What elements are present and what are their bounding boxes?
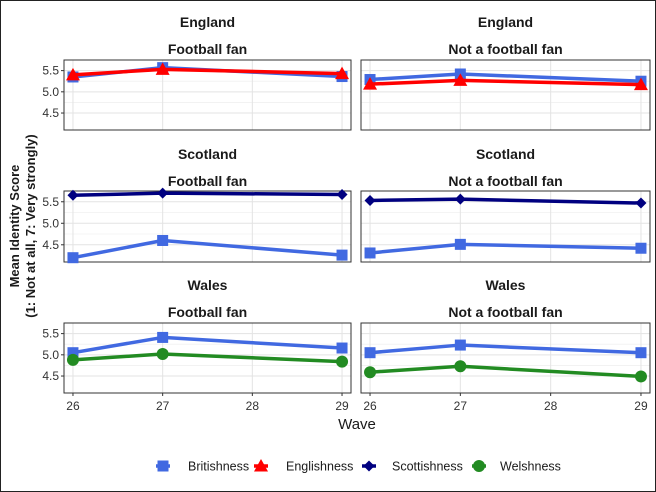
facet-strip-region: Scotland — [178, 146, 237, 162]
data-point-welshness — [454, 360, 467, 373]
data-point-scottishness — [336, 188, 348, 200]
legend-label-welshness: Welshness — [500, 460, 561, 474]
data-point-scottishness — [67, 189, 79, 201]
y-tick-label: 5.5 — [42, 195, 59, 209]
x-tick-label: 28 — [246, 399, 260, 413]
y-tick-label: 4.5 — [42, 238, 59, 252]
legend-label-englishness: Englishness — [286, 460, 353, 474]
data-point-britishness — [635, 242, 647, 254]
data-point-britishness — [635, 347, 647, 359]
data-point-britishness — [336, 249, 348, 261]
facet-strip-region: England — [478, 14, 533, 30]
data-point-britishness — [67, 252, 79, 264]
legend-key-marker-scottishness — [363, 460, 375, 472]
series-line-britishness — [369, 242, 642, 255]
legend-label-britishness: Britishness — [188, 460, 249, 474]
x-tick-label: 27 — [156, 399, 170, 413]
y-axis-title-line2: (1: Not at all, 7: Very strongly) — [23, 134, 38, 318]
y-axis-title-line1: Mean Identity Score — [7, 165, 22, 288]
data-point-welshness — [336, 355, 349, 368]
data-point-welshness — [156, 347, 169, 360]
y-tick-label: 5.0 — [42, 85, 59, 99]
data-point-welshness — [364, 366, 377, 379]
facet-strip-fan-status: Football fan — [168, 304, 247, 320]
x-tick-label: 26 — [363, 399, 377, 413]
data-point-englishness — [155, 62, 170, 75]
series-line-britishness — [72, 238, 343, 260]
data-point-britishness — [364, 247, 376, 259]
facet-strip-region: Scotland — [476, 146, 535, 162]
x-axis-title: Wave — [338, 416, 376, 433]
series-line-welshness — [369, 364, 642, 379]
facet-strip-fan-status: Not a football fan — [448, 304, 562, 320]
data-point-welshness — [66, 353, 79, 366]
data-point-welshness — [634, 370, 647, 383]
data-point-britishness — [454, 238, 466, 250]
data-point-britishness — [157, 234, 169, 246]
x-tick-label: 29 — [634, 399, 648, 413]
panel-border — [63, 190, 352, 263]
data-point-scottishness — [157, 187, 169, 199]
panel-border — [63, 322, 352, 394]
facet-strip-fan-status: Not a football fan — [448, 41, 562, 57]
data-point-englishness — [633, 77, 648, 91]
data-point-englishness — [335, 66, 350, 80]
facet-strip-region: Wales — [486, 277, 526, 293]
x-tick-label: 28 — [544, 399, 558, 413]
legend-key-marker-britishness — [157, 460, 169, 472]
facet-strip-fan-status: Football fan — [168, 173, 247, 189]
series-line-britishness — [72, 335, 343, 355]
data-point-britishness — [67, 347, 79, 359]
x-tick-label: 29 — [335, 399, 349, 413]
data-point-scottishness — [454, 193, 466, 205]
series-line-scottishness — [72, 191, 343, 198]
y-tick-label: 5.5 — [42, 327, 59, 341]
data-point-scottishness — [364, 194, 376, 206]
panel-border — [360, 190, 651, 263]
legend-label-scottishness: Scottishness — [392, 460, 463, 474]
panel-border — [360, 322, 651, 394]
facet-strip-fan-status: Football fan — [168, 41, 247, 57]
legend-key-marker-welshness — [473, 460, 485, 472]
y-tick-label: 4.5 — [42, 369, 59, 383]
y-tick-label: 5.0 — [42, 216, 59, 230]
facet-strip-region: Wales — [188, 277, 228, 293]
data-point-scottishness — [635, 197, 647, 209]
data-point-britishness — [157, 331, 169, 343]
x-tick-label: 26 — [66, 399, 80, 413]
series-line-britishness — [369, 343, 642, 355]
data-point-britishness — [454, 339, 466, 351]
y-tick-label: 4.5 — [42, 106, 59, 120]
data-point-englishness — [453, 73, 468, 86]
facet-strip-region: England — [180, 14, 235, 30]
data-point-britishness — [364, 347, 376, 359]
data-point-britishness — [336, 342, 348, 354]
series-line-scottishness — [370, 197, 642, 205]
x-tick-label: 27 — [454, 399, 468, 413]
y-tick-label: 5.0 — [42, 348, 59, 362]
y-tick-label: 5.5 — [42, 64, 59, 78]
legend-key-marker-englishness — [254, 459, 268, 472]
facet-strip-fan-status: Not a football fan — [448, 173, 562, 189]
panel-border — [63, 59, 352, 131]
data-point-englishness — [65, 67, 80, 81]
data-point-englishness — [363, 77, 378, 90]
panel-border — [360, 59, 651, 131]
